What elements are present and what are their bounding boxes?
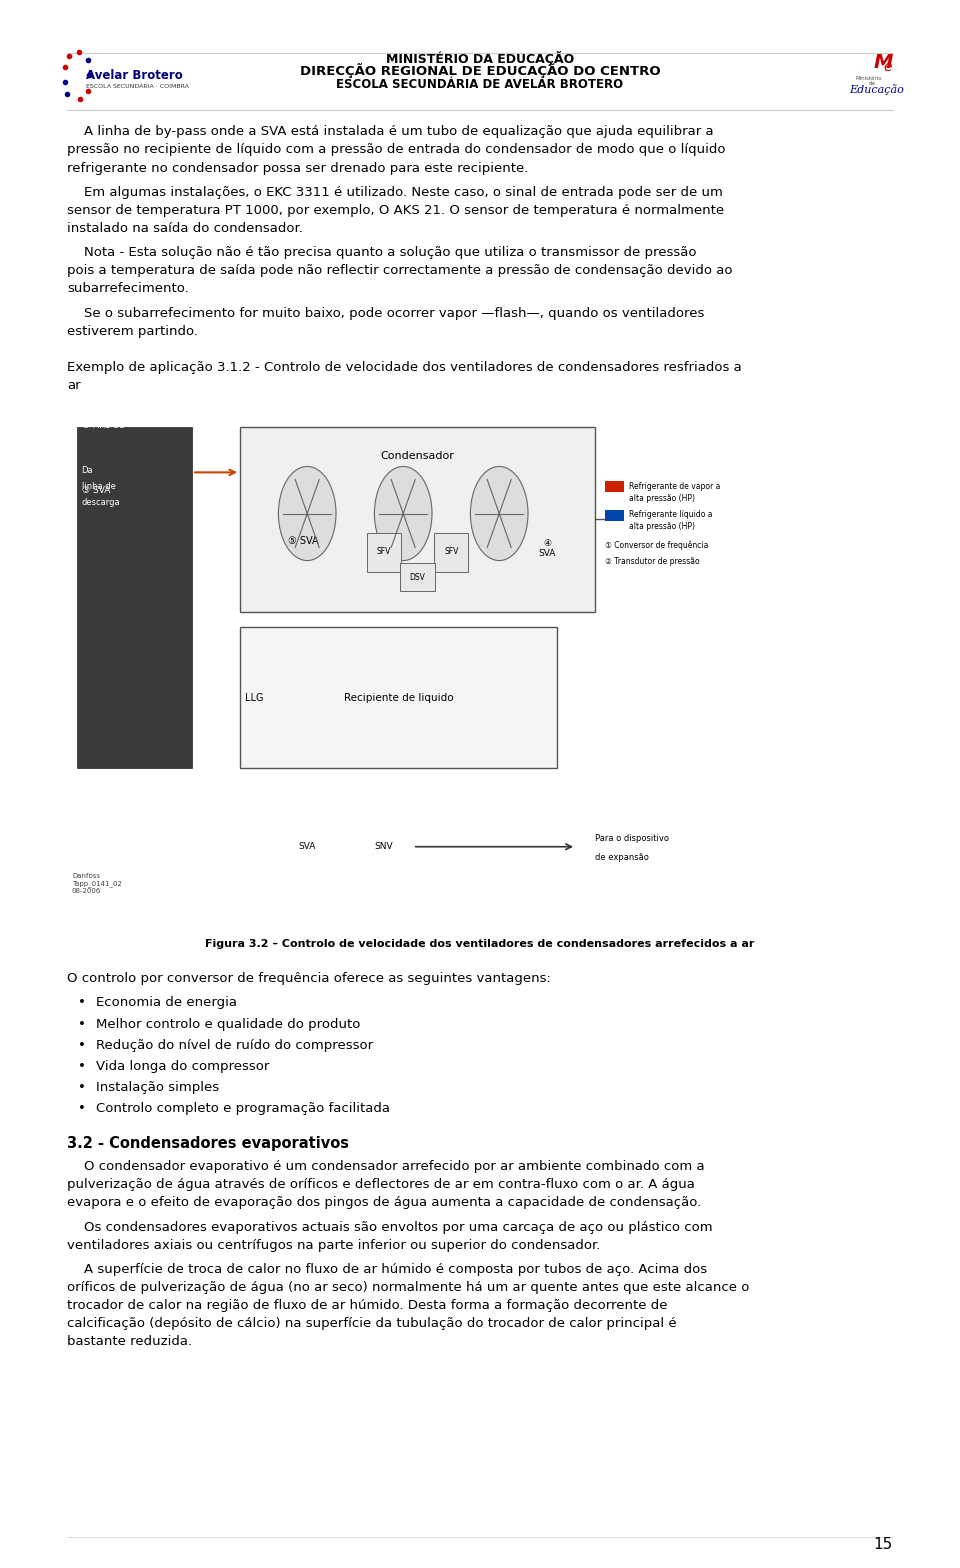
Text: •: • xyxy=(78,997,85,1010)
Text: alta pressão (HP): alta pressão (HP) xyxy=(629,494,695,503)
Text: Redução do nível de ruído do compressor: Redução do nível de ruído do compressor xyxy=(96,1040,373,1052)
Text: evapora e o efeito de evaporação dos pingos de água aumenta a capacidade de cond: evapora e o efeito de evaporação dos pin… xyxy=(67,1196,702,1209)
Text: Melhor controlo e qualidade do produto: Melhor controlo e qualidade do produto xyxy=(96,1018,360,1030)
Text: Economia de energia: Economia de energia xyxy=(96,997,237,1010)
Text: Para o dispositivo: Para o dispositivo xyxy=(595,834,669,844)
Text: ② AKS 33: ② AKS 33 xyxy=(82,420,125,430)
Text: Controlo completo e programação facilitada: Controlo completo e programação facilita… xyxy=(96,1102,390,1115)
Text: Instalação simples: Instalação simples xyxy=(96,1082,219,1094)
Text: O controlo por conversor de frequência oferece as seguintes vantagens:: O controlo por conversor de frequência o… xyxy=(67,972,551,985)
Text: instalado na saída do condensador.: instalado na saída do condensador. xyxy=(67,221,303,235)
Circle shape xyxy=(278,466,336,560)
Text: ① Conversor de frequência: ① Conversor de frequência xyxy=(605,541,708,550)
Text: pressão no recipiente de líquido com a pressão de entrada do condensador de modo: pressão no recipiente de líquido com a p… xyxy=(67,143,726,157)
Text: •: • xyxy=(78,1060,85,1073)
Text: Vida longa do compressor: Vida longa do compressor xyxy=(96,1060,270,1073)
Text: Exemplo de aplicação 3.1.2 - Controlo de velocidade dos ventiladores de condensa: Exemplo de aplicação 3.1.2 - Controlo de… xyxy=(67,361,742,375)
Text: ESCOLA SECUNDÁRIA · COIMBRA: ESCOLA SECUNDÁRIA · COIMBRA xyxy=(86,83,189,89)
Text: Educação: Educação xyxy=(849,85,904,94)
Text: O condensador evaporativo é um condensador arrefecido por ar ambiente combinado : O condensador evaporativo é um condensad… xyxy=(67,1160,705,1173)
Text: Em algumas instalações, o EKC 3311 é utilizado. Neste caso, o sinal de entrada p: Em algumas instalações, o EKC 3311 é uti… xyxy=(67,185,723,199)
Bar xyxy=(240,426,595,612)
Bar xyxy=(240,627,557,768)
Text: ④
SVA: ④ SVA xyxy=(539,539,556,558)
Bar xyxy=(605,510,624,521)
Text: •: • xyxy=(78,1018,85,1030)
Bar xyxy=(400,563,435,591)
Text: oríficos de pulverização de água (no ar seco) normalmente há um ar quente antes : oríficos de pulverização de água (no ar … xyxy=(67,1281,750,1294)
Text: SVA: SVA xyxy=(299,842,316,851)
Text: estiverem partindo.: estiverem partindo. xyxy=(67,325,198,337)
Text: trocador de calor na região de fluxo de ar húmido. Desta forma a formação decorr: trocador de calor na região de fluxo de … xyxy=(67,1300,668,1312)
Text: ① AKD: ① AKD xyxy=(82,356,111,364)
Text: Ministério: Ministério xyxy=(855,75,882,82)
Bar xyxy=(77,426,192,768)
Circle shape xyxy=(470,466,528,560)
Text: pulverização de água através de oríficos e deflectores de ar em contra-fluxo com: pulverização de água através de oríficos… xyxy=(67,1179,695,1192)
Text: MINISTÉRIO DA EDUCAÇÃO: MINISTÉRIO DA EDUCAÇÃO xyxy=(386,50,574,66)
Text: LLG: LLG xyxy=(245,693,264,702)
Text: ventiladores axiais ou centrífugos na parte inferior ou superior do condensador.: ventiladores axiais ou centrífugos na pa… xyxy=(67,1239,601,1251)
Text: SFV: SFV xyxy=(377,547,391,557)
Text: linha de: linha de xyxy=(82,481,115,491)
Text: 15: 15 xyxy=(874,1537,893,1552)
Text: •: • xyxy=(78,1082,85,1094)
FancyBboxPatch shape xyxy=(67,411,893,956)
Text: M: M xyxy=(874,53,893,72)
Text: DIRECÇÃO REGIONAL DE EDUCAÇÃO DO CENTRO: DIRECÇÃO REGIONAL DE EDUCAÇÃO DO CENTRO xyxy=(300,63,660,78)
Text: alta pressão (HP): alta pressão (HP) xyxy=(629,522,695,532)
Text: A superfície de troca de calor no fluxo de ar húmido é composta por tubos de aço: A superfície de troca de calor no fluxo … xyxy=(67,1264,708,1276)
Text: SFV: SFV xyxy=(444,547,458,557)
Text: DSV: DSV xyxy=(410,572,425,582)
Bar xyxy=(605,481,624,492)
Text: bastante reduzida.: bastante reduzida. xyxy=(67,1336,192,1348)
Text: A linha de by-pass onde a SVA está instalada é um tubo de equalização que ajuda : A linha de by-pass onde a SVA está insta… xyxy=(67,125,714,138)
Text: pois a temperatura de saída pode não reflectir correctamente a pressão de conden: pois a temperatura de saída pode não ref… xyxy=(67,263,732,278)
Text: Refrigerante líquido a: Refrigerante líquido a xyxy=(629,510,712,519)
Text: Danfoss
Tapp_0141_02
08-2006: Danfoss Tapp_0141_02 08-2006 xyxy=(72,873,122,894)
Bar xyxy=(434,533,468,572)
Text: ar: ar xyxy=(67,379,81,392)
Circle shape xyxy=(374,466,432,560)
Text: •: • xyxy=(78,1102,85,1115)
Text: Figura 3.2 – Controlo de velocidade dos ventiladores de condensadores arrefecido: Figura 3.2 – Controlo de velocidade dos … xyxy=(205,939,755,949)
Text: ③ SVA: ③ SVA xyxy=(82,486,110,495)
Text: Recipiente de liquido: Recipiente de liquido xyxy=(344,693,453,702)
Text: Refrigerante de vapor a: Refrigerante de vapor a xyxy=(629,481,720,491)
Text: refrigerante no condensador possa ser drenado para este recipiente.: refrigerante no condensador possa ser dr… xyxy=(67,162,529,174)
Text: ESCOLA SECUNDÁRIA DE AVELAR BROTERO: ESCOLA SECUNDÁRIA DE AVELAR BROTERO xyxy=(336,78,624,91)
Text: calcificação (depósito de cálcio) na superfície da tubulação do trocador de calo: calcificação (depósito de cálcio) na sup… xyxy=(67,1317,677,1330)
Text: Avelar Brotero: Avelar Brotero xyxy=(86,69,183,82)
Text: descarga: descarga xyxy=(82,497,120,506)
Text: Se o subarrefecimento for muito baixo, pode ocorrer vapor —flash—, quando os ven: Se o subarrefecimento for muito baixo, p… xyxy=(67,306,705,320)
Text: Nota - Esta solução não é tão precisa quanto a solução que utiliza o transmissor: Nota - Esta solução não é tão precisa qu… xyxy=(67,246,697,259)
Text: Da: Da xyxy=(82,466,93,475)
Text: ⑤ SVA: ⑤ SVA xyxy=(288,536,319,546)
Text: Os condensadores evaporativos actuais são envoltos por uma carcaça de aço ou plá: Os condensadores evaporativos actuais sã… xyxy=(67,1221,713,1234)
Text: da: da xyxy=(869,80,876,86)
Text: sensor de temperatura PT 1000, por exemplo, O AKS 21. O sensor de temperatura é : sensor de temperatura PT 1000, por exemp… xyxy=(67,204,725,216)
Text: e: e xyxy=(884,61,892,74)
Text: subarrefecimento.: subarrefecimento. xyxy=(67,282,189,295)
Text: ② Transdutor de pressão: ② Transdutor de pressão xyxy=(605,557,700,566)
Bar xyxy=(367,533,401,572)
Text: SNV: SNV xyxy=(374,842,394,851)
Text: de expansão: de expansão xyxy=(595,853,649,862)
Text: Condensador: Condensador xyxy=(381,450,454,461)
Text: •: • xyxy=(78,1040,85,1052)
Text: 3.2 - Condensadores evaporativos: 3.2 - Condensadores evaporativos xyxy=(67,1137,349,1151)
